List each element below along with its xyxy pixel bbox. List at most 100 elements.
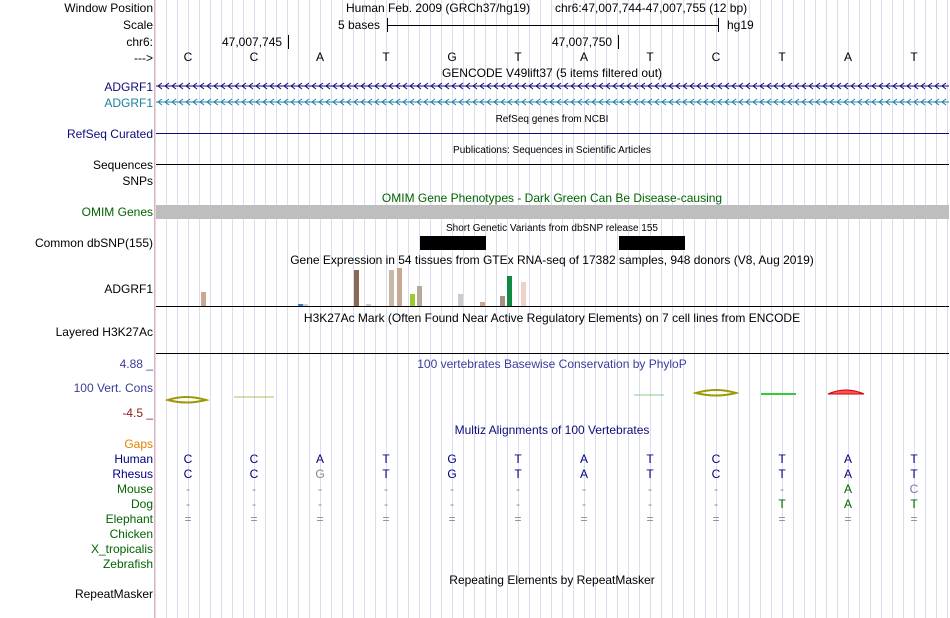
gridline [925,0,926,618]
phylop-track-title[interactable]: 100 vertebrates Basewise Conservation by… [417,357,687,371]
strand-chevron [269,98,275,106]
species-label[interactable]: Chicken [109,527,153,541]
h3k27ac-track-title[interactable]: H3K27Ac Mark (Often Found Near Active Re… [303,311,801,325]
label-snps[interactable]: SNPs [122,174,153,188]
strand-chevron [535,98,541,106]
refseq-track-title[interactable]: RefSeq genes from NCBI [495,114,609,125]
species-label[interactable]: Mouse [116,482,153,496]
gtex-track-title[interactable]: Gene Expression in 54 tissues from GTEx … [290,253,814,267]
gtex-tissue-bar[interactable] [500,296,505,306]
gridline [353,0,354,618]
label-sequences[interactable]: Sequences [92,158,153,172]
gene-adgrf1-line[interactable] [156,81,949,91]
strand-chevron [192,82,198,90]
repeatmasker-track-title[interactable]: Repeating Elements by RepeatMasker [449,573,655,587]
strand-chevron [780,98,786,106]
strand-chevron [514,82,520,90]
dbsnp-variant-block[interactable] [420,236,486,250]
strand-chevron [738,98,744,106]
strand-chevron [675,98,681,106]
strand-chevron [577,98,583,106]
gtex-tissue-bar[interactable] [354,270,359,306]
gtex-tissue-bar[interactable] [410,294,415,306]
multiz-track-title[interactable]: Multiz Alignments of 100 Vertebrates [454,423,650,437]
aligned-base: A [579,452,589,466]
aligned-base: = [778,512,786,526]
strand-chevron [381,82,387,90]
strand-chevron [612,82,618,90]
gtex-tissue-bar[interactable] [389,270,394,306]
refseq-gene-line[interactable] [156,133,949,134]
gridline [738,0,739,618]
aligned-base: - [384,482,388,496]
strand-chevron [164,82,170,90]
strand-chevron [360,98,366,106]
aligned-base: = [514,512,522,526]
species-label[interactable]: Zebrafish [102,557,153,571]
scale-bar-left-tick [387,18,388,32]
label-strand-toggle[interactable]: ---> [134,51,153,65]
strand-chevron [752,98,758,106]
gridline [210,0,211,618]
gtex-tissue-bar[interactable] [303,304,308,306]
strand-chevron [255,98,261,106]
label-omim-genes[interactable]: OMIM Genes [81,205,153,219]
gridline [507,0,508,618]
gridline [881,0,882,618]
gtex-tissue-bar[interactable] [458,294,463,306]
gtex-tissue-bar[interactable] [480,302,485,306]
assembly-title: Human Feb. 2009 (GRCh37/hg19) [346,1,531,15]
gtex-tissue-bar[interactable] [201,292,206,306]
gridline [683,0,684,618]
strand-chevron [626,82,632,90]
strand-chevron [493,98,499,106]
strand-chevron [353,98,359,106]
phylop-signal[interactable] [156,385,949,405]
strand-chevron [248,98,254,106]
aligned-base: = [448,512,456,526]
gene-adgrf1-alt-line[interactable] [156,97,949,107]
omim-bar[interactable] [156,205,949,219]
publications-track-title[interactable]: Publications: Sequences in Scientific Ar… [453,145,651,156]
strand-chevron [276,82,282,90]
species-label[interactable]: Dog [130,497,153,511]
gtex-tissue-bar[interactable] [366,304,371,306]
strand-chevron [738,82,744,90]
dbsnp-track-title[interactable]: Short Genetic Variants from dbSNP releas… [446,223,658,234]
strand-chevron [164,98,170,106]
gtex-tissue-bar[interactable] [298,304,303,306]
label-layered-h3k27ac[interactable]: Layered H3K27Ac [55,325,153,339]
gtex-tissue-bar[interactable] [417,286,422,306]
aligned-base: = [580,512,588,526]
gtex-tissue-bar[interactable] [521,282,526,306]
label-gaps[interactable]: Gaps [124,437,153,451]
label-refseq-curated[interactable]: RefSeq Curated [66,127,153,141]
strand-chevron [472,98,478,106]
species-label[interactable]: Elephant [105,512,153,526]
label-common-dbsnp[interactable]: Common dbSNP(155) [34,236,153,250]
gridline [826,0,827,618]
omim-track-title[interactable]: OMIM Gene Phenotypes - Dark Green Can Be… [381,191,723,205]
species-label[interactable]: Human [114,452,153,466]
gtex-tissue-bar[interactable] [507,276,512,306]
gencode-track-title[interactable]: GENCODE V49lift37 (5 items filtered out) [441,66,663,80]
strand-chevron [619,98,625,106]
gtex-baseline [156,306,949,307]
dbsnp-variant-block[interactable] [619,236,685,250]
label-adgrf1-gencode-alt[interactable]: ADGRF1 [104,96,153,110]
label-gtex-adgrf1[interactable]: ADGRF1 [104,282,153,296]
label-adgrf1-gencode[interactable]: ADGRF1 [104,80,153,94]
gtex-tissue-bar[interactable] [397,268,402,306]
strand-chevron [395,98,401,106]
species-label[interactable]: Rhesus [112,467,153,481]
publications-line[interactable] [156,164,949,165]
strand-chevron [507,82,513,90]
aligned-base: = [382,512,390,526]
strand-chevron [745,82,751,90]
species-label[interactable]: X_tropicalis [90,542,153,556]
strand-chevron [185,82,191,90]
label-repeatmasker[interactable]: RepeatMasker [74,587,153,601]
gtex-bar-chart[interactable] [156,268,949,306]
strand-chevron [374,82,380,90]
label-100-vert-cons[interactable]: 100 Vert. Cons [73,381,153,395]
